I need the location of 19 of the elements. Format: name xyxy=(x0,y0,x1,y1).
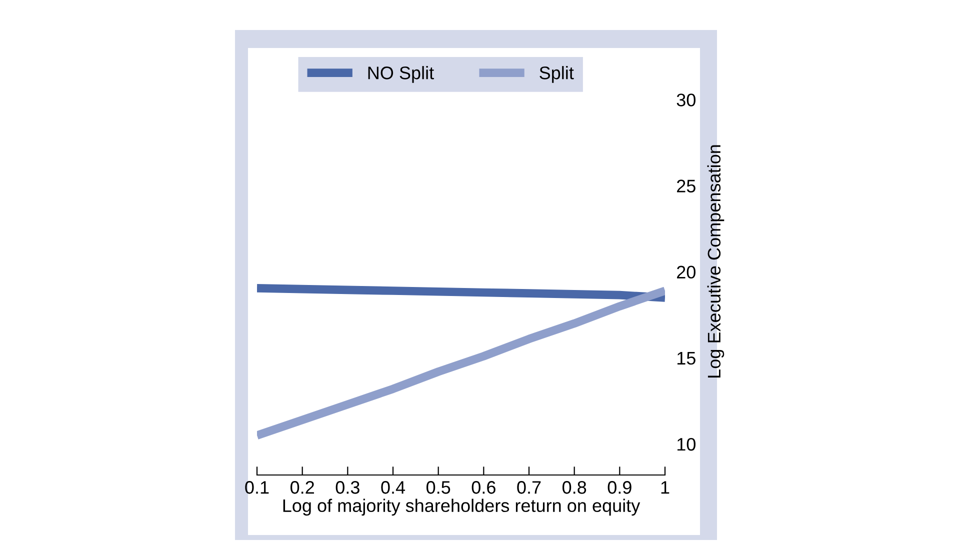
y-tick-label: 30 xyxy=(676,94,696,106)
x-tick-label: 0.1 xyxy=(245,481,269,494)
legend-label: NO Split xyxy=(368,66,434,83)
x-tick-label: 0.9 xyxy=(608,481,632,494)
x-tick-label: 0.7 xyxy=(517,481,541,494)
y-axis-title: Log Executive Compensation xyxy=(707,145,724,378)
x-tick-label: 0.3 xyxy=(336,481,360,494)
x-tick-label: 0.2 xyxy=(290,481,314,494)
x-tick-label: 0.6 xyxy=(472,481,496,494)
y-tick-label: 20 xyxy=(677,266,696,279)
x-tick-label: 0.5 xyxy=(426,481,450,494)
y-tick-label: 15 xyxy=(677,352,696,365)
y-tick-label: 10 xyxy=(677,438,696,451)
y-tick-label: 25 xyxy=(677,180,696,192)
x-tick-label: 1 xyxy=(661,481,670,494)
x-tick-label: 0.4 xyxy=(381,481,406,494)
x-tick-label: 0.8 xyxy=(562,481,586,494)
legend-label: Split xyxy=(540,66,574,83)
x-axis-title: Log of majority shareholders return on equity xyxy=(283,498,640,516)
